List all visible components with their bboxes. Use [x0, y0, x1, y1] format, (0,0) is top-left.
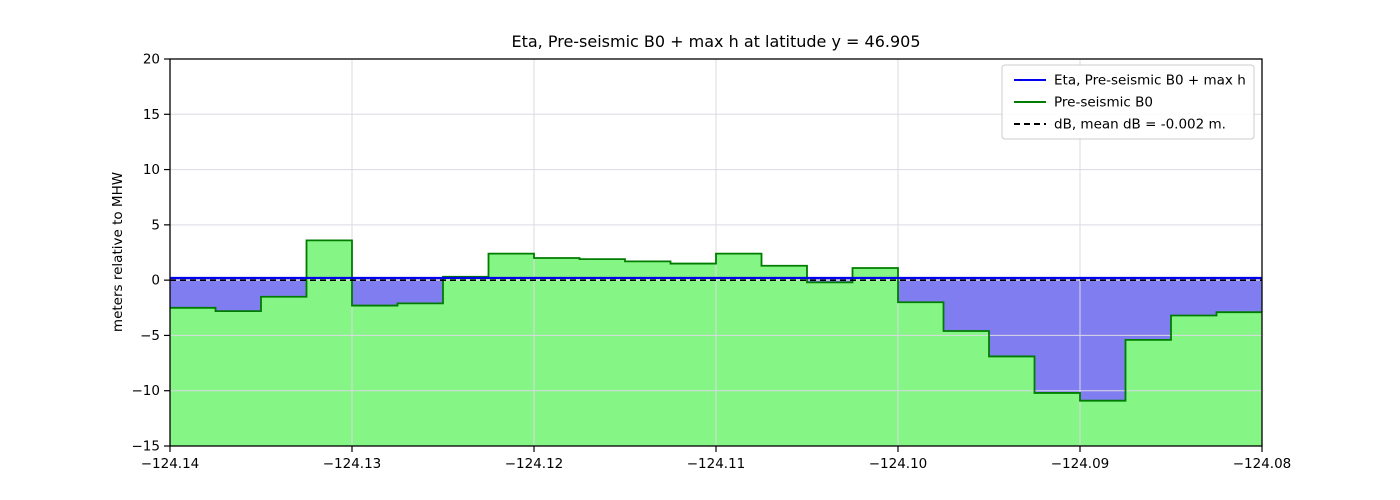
legend-box — [1001, 64, 1255, 140]
y-tick-label: 20 — [143, 52, 160, 68]
x-tick-label: −124.10 — [869, 456, 928, 472]
legend-entry-label: Eta, Pre-seismic B0 + max h — [1054, 73, 1246, 89]
axes: 20 15 10 5 0 −5 −10 −15−124.14 −124.13 −124.12 −12… — [132, 52, 1292, 473]
b0-line — [170, 239, 1262, 402]
y-tick-label: 10 — [143, 162, 160, 178]
x-tick-label: −124.12 — [505, 456, 564, 472]
legend: Eta, Pre-seismic B0 + max h Pre-seismic B… — [1001, 64, 1255, 140]
legend-entry-label: dB, mean dB = -0.002 m. — [1054, 117, 1226, 133]
x-tick-label: −124.14 — [141, 456, 200, 472]
y-tick-label: 0 — [151, 273, 160, 289]
x-tick-label: −124.09 — [1051, 456, 1110, 472]
y-tick-label: −15 — [132, 439, 161, 455]
y-tick-label: 5 — [151, 217, 160, 233]
y-tick-label: 15 — [143, 107, 160, 123]
legend-entry-label: Pre-seismic B0 — [1054, 95, 1153, 111]
chart-title: Eta, Pre-seismic B0 + max h at latitude … — [511, 32, 920, 51]
x-tick-label: −124.13 — [323, 456, 382, 472]
data-series — [170, 239, 1262, 402]
y-tick-label: −5 — [140, 328, 160, 344]
x-tick-label: −124.11 — [687, 456, 746, 472]
x-tick-label: −124.08 — [1233, 456, 1292, 472]
y-axis-label: meters relative to MHW — [110, 172, 126, 332]
y-tick-label: −10 — [132, 383, 161, 399]
